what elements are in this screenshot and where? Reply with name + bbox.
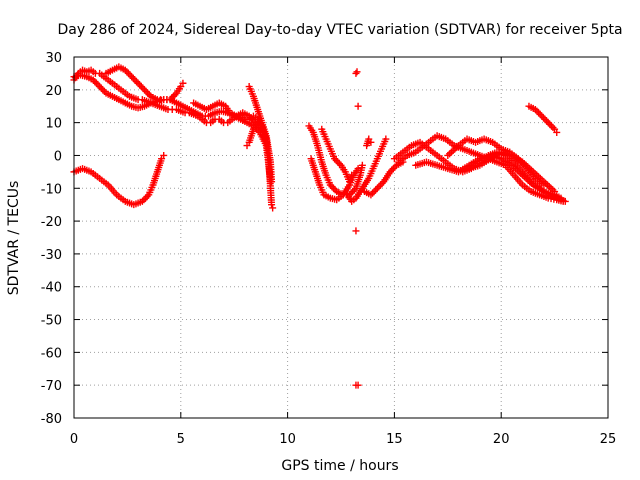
data-point (179, 79, 187, 87)
data-point (536, 110, 544, 118)
data-point (535, 109, 543, 117)
plot-frame (73, 56, 609, 419)
data-point (142, 194, 150, 202)
data-point-outlier (354, 102, 362, 110)
grid (74, 57, 608, 418)
data-point-outlier (352, 69, 360, 77)
data-point (354, 165, 362, 173)
data-point (136, 81, 144, 89)
axis-ticks (73, 56, 609, 419)
x-axis-label: GPS time / hours (281, 458, 398, 474)
y-tick-label: 0 (54, 149, 62, 164)
data-point (128, 73, 136, 81)
tick-labels: 0 5 10 15 20 25 30 20 10 0 -10 -20 -30 -40 -50 -60 -70 -8… (41, 51, 617, 447)
data-point (549, 124, 557, 132)
chart-title: Day 286 of 2024, Sidereal Day-to-day VTE… (57, 22, 622, 38)
y-axis-label: SDTVAR / TECUs (6, 181, 22, 296)
y-tick-label: -80 (41, 412, 62, 427)
data-point (372, 186, 380, 194)
data-point (142, 87, 150, 95)
data-point (551, 188, 559, 196)
y-tick-label: -50 (41, 314, 62, 329)
y-tick-label: 10 (45, 117, 62, 132)
data-point (126, 71, 134, 79)
data-point (248, 115, 256, 123)
data-point (377, 181, 385, 189)
data-point (547, 122, 555, 130)
data-point (539, 114, 547, 122)
x-tick-label: 15 (386, 432, 403, 447)
data-point (96, 83, 104, 91)
data-point (139, 84, 147, 92)
x-tick-label: 10 (279, 432, 296, 447)
data-point (543, 117, 551, 125)
data-point (137, 83, 145, 91)
data-point (132, 78, 140, 86)
y-tick-label: -20 (41, 215, 62, 230)
data-point (97, 84, 105, 92)
data-point (268, 178, 276, 186)
data-point (348, 171, 356, 179)
data-point (330, 184, 338, 192)
data-point (94, 81, 102, 89)
x-tick-label: 25 (600, 432, 617, 447)
data-point (131, 76, 139, 84)
data-point (169, 92, 177, 100)
y-tick-label: 30 (45, 51, 62, 66)
data-point (369, 189, 377, 197)
data-point-outlier (353, 68, 361, 76)
data-point (546, 120, 554, 128)
x-tick-label: 0 (70, 432, 78, 447)
data-point (124, 69, 132, 77)
data-point-outlier (352, 227, 360, 235)
data-point (358, 161, 366, 169)
data-point-outlier (354, 381, 362, 389)
data-point (92, 79, 100, 87)
data-point (375, 183, 383, 191)
data-point (160, 151, 168, 159)
data-point (140, 86, 148, 94)
data-point (557, 194, 565, 202)
data-point (367, 138, 375, 146)
data-point (544, 119, 552, 127)
y-tick-label: -40 (41, 281, 62, 296)
y-tick-label: -10 (41, 182, 62, 197)
data-point (144, 89, 152, 97)
data-point (538, 112, 546, 120)
data-point (541, 115, 549, 123)
data-point (389, 165, 397, 173)
data-point (373, 184, 381, 192)
data-point (553, 128, 561, 136)
y-tick-label: 20 (45, 84, 62, 99)
data-point (334, 158, 342, 166)
data-point (134, 79, 142, 87)
data-point (268, 201, 276, 209)
x-tick-label: 5 (177, 432, 185, 447)
data-point (382, 135, 390, 143)
y-tick-label: -30 (41, 248, 62, 263)
y-tick-label: -70 (41, 379, 62, 394)
data-point (99, 86, 107, 94)
data-point (269, 204, 277, 212)
y-tick-label: -60 (41, 346, 62, 361)
data-marks (70, 63, 569, 389)
data-point (129, 74, 137, 82)
data-point (254, 119, 262, 127)
x-tick-label: 20 (493, 432, 510, 447)
